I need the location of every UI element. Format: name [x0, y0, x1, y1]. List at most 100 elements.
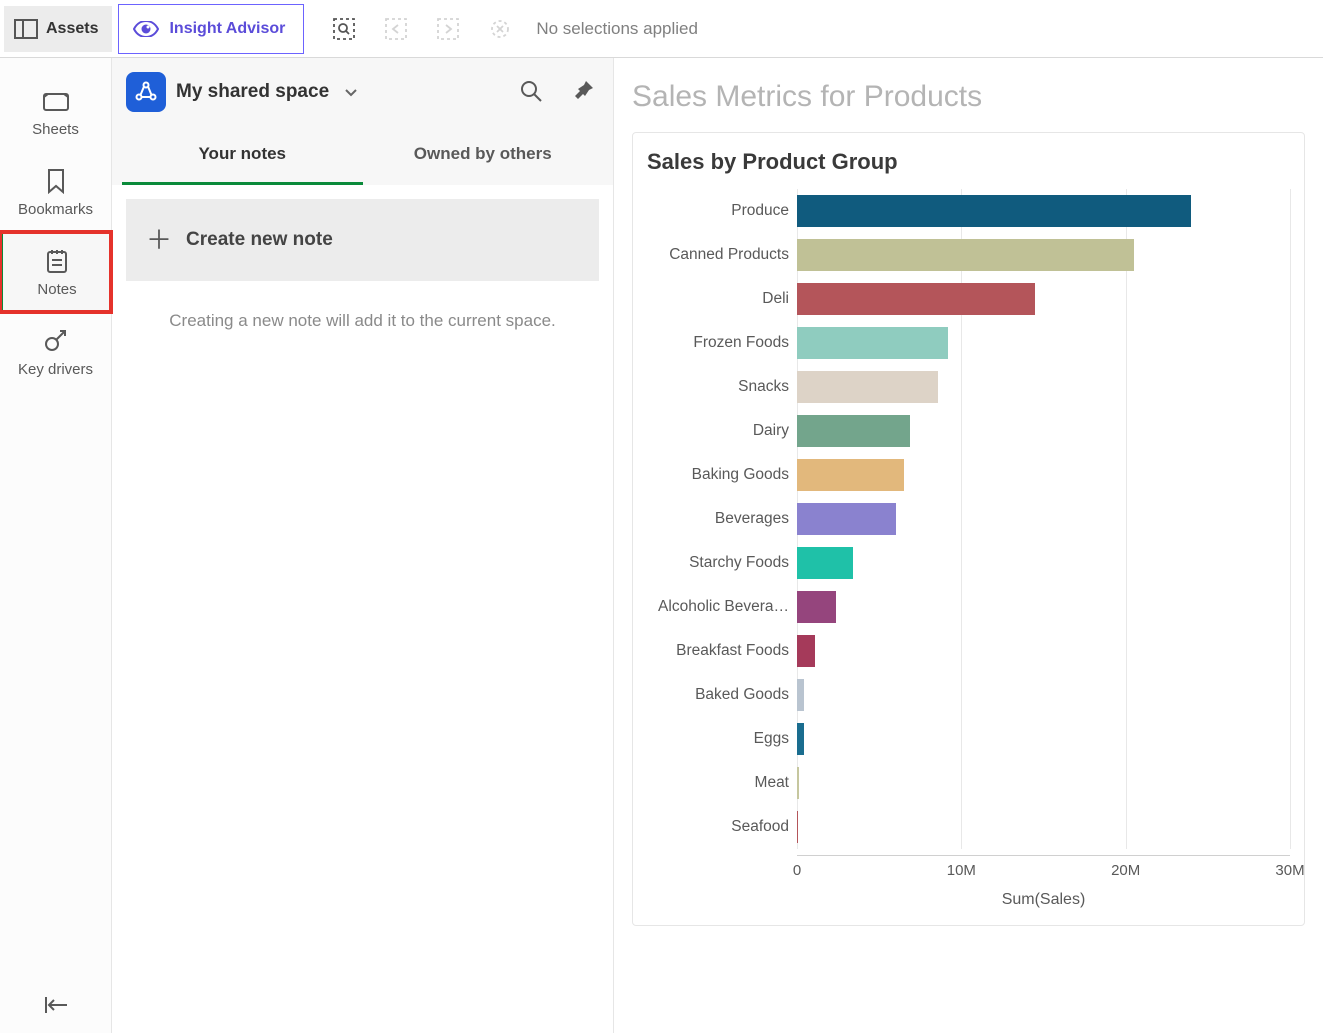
hbar-row: Canned Products	[647, 233, 1290, 277]
eye-icon	[133, 21, 159, 37]
x-axis: 010M20M30M	[797, 855, 1290, 889]
hbar-row: Alcoholic Bevera…	[647, 585, 1290, 629]
hbar-label: Meat	[647, 774, 797, 792]
hbar-row: Dairy	[647, 409, 1290, 453]
assets-button[interactable]: Assets	[4, 6, 112, 52]
notes-body: ＋ Create new note Creating a new note wi…	[112, 185, 613, 1033]
hbar-bar-area	[797, 189, 1290, 233]
hbar-label: Canned Products	[647, 246, 797, 264]
hbar-bar[interactable]	[797, 723, 804, 755]
selection-back-icon	[384, 17, 408, 41]
nav-label: Sheets	[32, 121, 79, 138]
nav-label: Key drivers	[18, 361, 93, 378]
x-axis-label: Sum(Sales)	[797, 891, 1290, 909]
page-title: Sales Metrics for Products	[632, 80, 1305, 114]
bookmark-icon	[42, 167, 70, 195]
chart-title: Sales by Product Group	[647, 149, 1290, 175]
space-dropdown-icon[interactable]	[345, 84, 357, 100]
assets-label: Assets	[46, 20, 98, 38]
hbar-bar[interactable]	[797, 371, 938, 403]
plot-region: Produce Canned Products Deli Frozen Foods Sn…	[647, 189, 1290, 849]
hbar-bar-area	[797, 277, 1290, 321]
hbar-label: Snacks	[647, 378, 797, 396]
hbar-bar[interactable]	[797, 283, 1035, 315]
hbar-row: Produce	[647, 189, 1290, 233]
hbar-bar[interactable]	[797, 327, 948, 359]
chart-card: Sales by Product Group Produce Canned Pro…	[632, 132, 1305, 926]
search-icon[interactable]	[519, 79, 545, 105]
notes-header: My shared space	[112, 58, 613, 126]
nav-item-bookmarks[interactable]: Bookmarks	[0, 152, 111, 232]
hbar-label: Seafood	[647, 818, 797, 836]
hbar-label: Deli	[647, 290, 797, 308]
tab-your-notes[interactable]: Your notes	[122, 126, 363, 185]
panel-icon	[14, 19, 38, 39]
nav-item-keydrivers[interactable]: Key drivers	[0, 312, 111, 392]
notes-hint: Creating a new note will add it to the c…	[126, 281, 599, 361]
hbar-row: Baking Goods	[647, 453, 1290, 497]
x-tick: 10M	[947, 862, 976, 879]
hbar-bar-area	[797, 541, 1290, 585]
hbar-bar-area	[797, 321, 1290, 365]
hbar-label: Produce	[647, 202, 797, 220]
chart-panel: Sales Metrics for Products Sales by Prod…	[614, 58, 1323, 1033]
hbar-bar-area	[797, 453, 1290, 497]
hbar-row: Breakfast Foods	[647, 629, 1290, 673]
hbar-label: Alcoholic Bevera…	[647, 598, 797, 616]
hbar-label: Baking Goods	[647, 466, 797, 484]
hbar-bar[interactable]	[797, 459, 904, 491]
nav-item-notes[interactable]: Notes	[0, 232, 111, 312]
hbar-bar-area	[797, 629, 1290, 673]
notes-icon	[43, 247, 71, 275]
insight-advisor-button[interactable]: Insight Advisor	[118, 4, 304, 54]
hbar-label: Starchy Foods	[647, 554, 797, 572]
create-note-label: Create new note	[186, 229, 333, 251]
hbar-bar-area	[797, 673, 1290, 717]
hbar-row: Frozen Foods	[647, 321, 1290, 365]
hbar-bar[interactable]	[797, 195, 1191, 227]
hbar-row: Baked Goods	[647, 673, 1290, 717]
hbar-bar[interactable]	[797, 767, 799, 799]
tab-owned-by-others[interactable]: Owned by others	[363, 126, 604, 185]
x-tick: 0	[793, 862, 801, 879]
space-name: My shared space	[176, 81, 329, 103]
hbar-label: Frozen Foods	[647, 334, 797, 352]
nav-label: Bookmarks	[18, 201, 93, 218]
nav-label: Notes	[37, 281, 76, 298]
hbar-bar-area	[797, 233, 1290, 277]
hbar-bar[interactable]	[797, 591, 836, 623]
hbar-row: Snacks	[647, 365, 1290, 409]
hbar-label: Baked Goods	[647, 686, 797, 704]
hbar-bar[interactable]	[797, 635, 815, 667]
selection-forward-icon	[436, 17, 460, 41]
hbar-bar-area	[797, 805, 1290, 849]
hbar-row: Deli	[647, 277, 1290, 321]
create-note-button[interactable]: ＋ Create new note	[126, 199, 599, 281]
pin-icon[interactable]	[573, 79, 599, 105]
hbar-bar[interactable]	[797, 811, 798, 843]
hbar-label: Dairy	[647, 422, 797, 440]
hbar-bar[interactable]	[797, 547, 853, 579]
hbar-bar-area	[797, 409, 1290, 453]
hbar-bar[interactable]	[797, 679, 804, 711]
hbar-bar[interactable]	[797, 503, 896, 535]
hbar-bar[interactable]	[797, 239, 1134, 271]
notes-panel: My shared space Your notes Owned by othe…	[112, 58, 614, 1033]
hbar-chart: Produce Canned Products Deli Frozen Foods Sn…	[647, 189, 1290, 909]
insight-label: Insight Advisor	[169, 20, 285, 38]
hbar-bar-area	[797, 717, 1290, 761]
nav-item-sheets[interactable]: Sheets	[0, 72, 111, 152]
notes-tabs: Your notes Owned by others	[112, 126, 613, 185]
hbar-label: Breakfast Foods	[647, 642, 797, 660]
selection-search-icon[interactable]	[332, 17, 356, 41]
main: Sheets Bookmarks Notes	[0, 58, 1323, 1033]
no-selections-text: No selections applied	[536, 19, 698, 39]
hbar-row: Beverages	[647, 497, 1290, 541]
hbar-row: Seafood	[647, 805, 1290, 849]
x-tick: 20M	[1111, 862, 1140, 879]
keydrivers-icon	[42, 327, 70, 355]
hbar-bar-area	[797, 497, 1290, 541]
collapse-nav-button[interactable]	[0, 995, 111, 1015]
hbar-bar[interactable]	[797, 415, 910, 447]
space-chip-icon	[126, 72, 166, 112]
